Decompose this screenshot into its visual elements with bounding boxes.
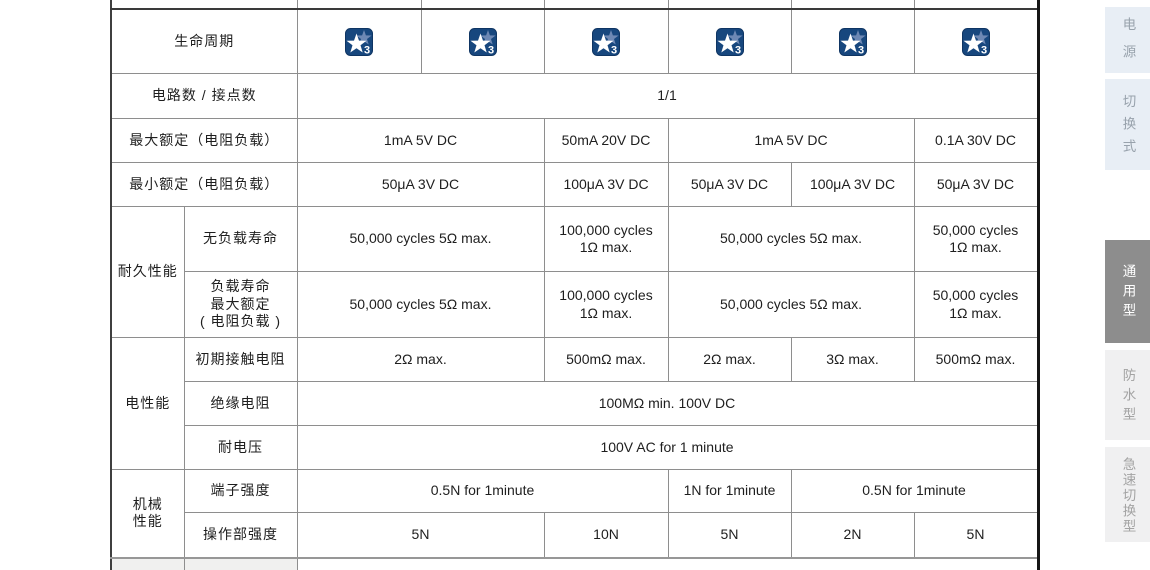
- star-rating-icon: 3: [715, 27, 744, 56]
- partial-top-label-cell: [110, 0, 298, 10]
- min-rating-cell: 50μA 3V DC: [913, 162, 1039, 207]
- partial-row-bottom: [110, 556, 1039, 570]
- rating-number: 3: [487, 44, 493, 56]
- min-rating-cell: 100μA 3V DC: [790, 162, 915, 207]
- min-rating-cell: 100μA 3V DC: [543, 162, 669, 207]
- row-no-load-life: 耐久性能 无负载寿命 50,000 cycles 5Ω max. 100,000…: [110, 206, 1039, 338]
- rating-number: 3: [857, 44, 863, 56]
- row-label-terminal-strength: 端子强度: [183, 469, 298, 513]
- contact-resistance-cell: 2Ω max.: [296, 337, 545, 382]
- star-rating-icon: 3: [592, 27, 620, 56]
- actuator-strength-cell: 5N: [296, 512, 545, 558]
- insulation-value-cell: 100MΩ min. 100V DC: [296, 381, 1039, 426]
- lifecycle-rating-cell: 3: [790, 8, 915, 74]
- lifecycle-rating-cell: 3: [543, 8, 669, 74]
- max-rating-cell: 50mA 20V DC: [543, 118, 669, 163]
- terminal-strength-cell: 0.5N for 1minute: [790, 469, 1039, 513]
- row-label-lifecycle: 生命周期: [110, 8, 298, 74]
- contact-resistance-cell: 500mΩ max.: [543, 337, 669, 382]
- rating-number: 3: [611, 44, 617, 56]
- min-rating-cell: 50μA 3V DC: [667, 162, 792, 207]
- rating-number: 3: [364, 44, 370, 56]
- terminal-strength-cell: 1N for 1minute: [667, 469, 792, 513]
- row-label-circuits: 电路数 / 接点数: [110, 73, 298, 119]
- load-life-cell: 50,000 cycles 1Ω max.: [913, 271, 1039, 338]
- actuator-strength-cell: 5N: [667, 512, 792, 558]
- lifecycle-rating-cell: 3: [420, 8, 545, 74]
- withstand-value-cell: 100V AC for 1 minute: [296, 425, 1039, 470]
- row-lifecycle: 生命周期 3 3: [110, 8, 1039, 74]
- star-rating-icon: 3: [961, 27, 990, 56]
- lifecycle-rating-cell: 3: [296, 8, 422, 74]
- sidebar-tab-waterproof-type[interactable]: 防水型: [1105, 350, 1150, 440]
- contact-resistance-cell: 2Ω max.: [667, 337, 792, 382]
- sidebar-tab-general-type-active[interactable]: 通用型: [1105, 240, 1150, 343]
- sidebar-tab-power[interactable]: 电源: [1105, 7, 1150, 73]
- rating-number: 3: [734, 44, 740, 56]
- group-label-durability: 耐久性能: [110, 206, 185, 338]
- row-label-insulation: 绝缘电阻: [183, 381, 298, 426]
- load-life-cell: 100,000 cycles 1Ω max.: [543, 271, 669, 338]
- load-life-cell: 50,000 cycles 5Ω max.: [296, 271, 545, 338]
- row-circuits: 电路数 / 接点数 1/1: [110, 73, 1039, 119]
- group-label-electrical: 电性能: [110, 337, 185, 470]
- no-load-life-cell: 50,000 cycles 5Ω max.: [296, 206, 545, 272]
- star-rating-icon: 3: [468, 27, 497, 56]
- no-load-life-cell: 50,000 cycles 1Ω max.: [913, 206, 1039, 272]
- lifecycle-rating-cell: 3: [667, 8, 792, 74]
- sidebar-tab-toggle-type[interactable]: 切换式: [1105, 79, 1150, 170]
- min-rating-cell: 50μA 3V DC: [296, 162, 545, 207]
- row-label-no-load-life: 无负载寿命: [183, 206, 298, 272]
- row-actuator-strength: 操作部强度 5N 10N 5N 2N 5N: [111, 512, 1039, 558]
- circuits-value-cell: 1/1: [296, 73, 1039, 119]
- row-label-load-life: 负载寿命 最大额定 ( 电阻负载 ): [183, 271, 298, 338]
- rating-number: 3: [980, 44, 986, 56]
- row-label-min-rating: 最小额定（电阻负载）: [110, 162, 298, 207]
- row-min-rating: 最小额定（电阻负载） 50μA 3V DC 100μA 3V DC 50μA 3…: [110, 162, 1039, 207]
- load-life-cell: 50,000 cycles 5Ω max.: [667, 271, 915, 338]
- contact-resistance-cell: 3Ω max.: [790, 337, 915, 382]
- row-max-rating: 最大额定（电阻负载） 1mA 5V DC 50mA 20V DC 1mA 5V …: [110, 118, 1039, 163]
- row-contact-resistance: 电性能 初期接触电阻 2Ω max. 500mΩ max. 2Ω max. 3Ω…: [110, 337, 1039, 470]
- actuator-strength-cell: 2N: [790, 512, 915, 558]
- row-label-withstand: 耐电压: [183, 425, 298, 470]
- no-load-life-cell: 100,000 cycles 1Ω max.: [543, 206, 669, 272]
- partial-row-top: [110, 0, 1039, 10]
- max-rating-cell: 1mA 5V DC: [667, 118, 915, 163]
- no-load-life-cell: 50,000 cycles 5Ω max.: [667, 206, 915, 272]
- lifecycle-rating-cell: 3: [913, 8, 1039, 74]
- actuator-strength-cell: 10N: [543, 512, 669, 558]
- sidebar-tab-quick-switch-type[interactable]: 急速切换型: [1105, 447, 1150, 542]
- row-terminal-strength: 机械 性能 端子强度 0.5N for 1minute 1N for 1minu…: [110, 469, 1039, 558]
- spec-table: 生命周期 3 3: [110, 0, 1040, 570]
- catalog-spec-page: 生命周期 3 3: [110, 0, 1150, 570]
- row-label-max-rating: 最大额定（电阻负载）: [110, 118, 298, 163]
- row-withstand-voltage: 耐电压 100V AC for 1 minute: [111, 425, 1039, 470]
- row-insulation-resistance: 绝缘电阻 100MΩ min. 100V DC: [111, 381, 1039, 426]
- terminal-strength-cell: 0.5N for 1minute: [296, 469, 669, 513]
- row-label-actuator-strength: 操作部强度: [183, 512, 298, 558]
- group-label-mechanical: 机械 性能: [110, 469, 185, 558]
- star-rating-icon: 3: [838, 27, 867, 56]
- row-label-contact-resistance: 初期接触电阻: [183, 337, 298, 382]
- contact-resistance-cell: 500mΩ max.: [913, 337, 1039, 382]
- max-rating-cell: 0.1A 30V DC: [913, 118, 1039, 163]
- actuator-strength-cell: 5N: [913, 512, 1039, 558]
- star-rating-icon: 3: [345, 27, 373, 56]
- row-load-life: 负载寿命 最大额定 ( 电阻负载 ) 50,000 cycles 5Ω max.…: [111, 271, 1039, 338]
- max-rating-cell: 1mA 5V DC: [296, 118, 545, 163]
